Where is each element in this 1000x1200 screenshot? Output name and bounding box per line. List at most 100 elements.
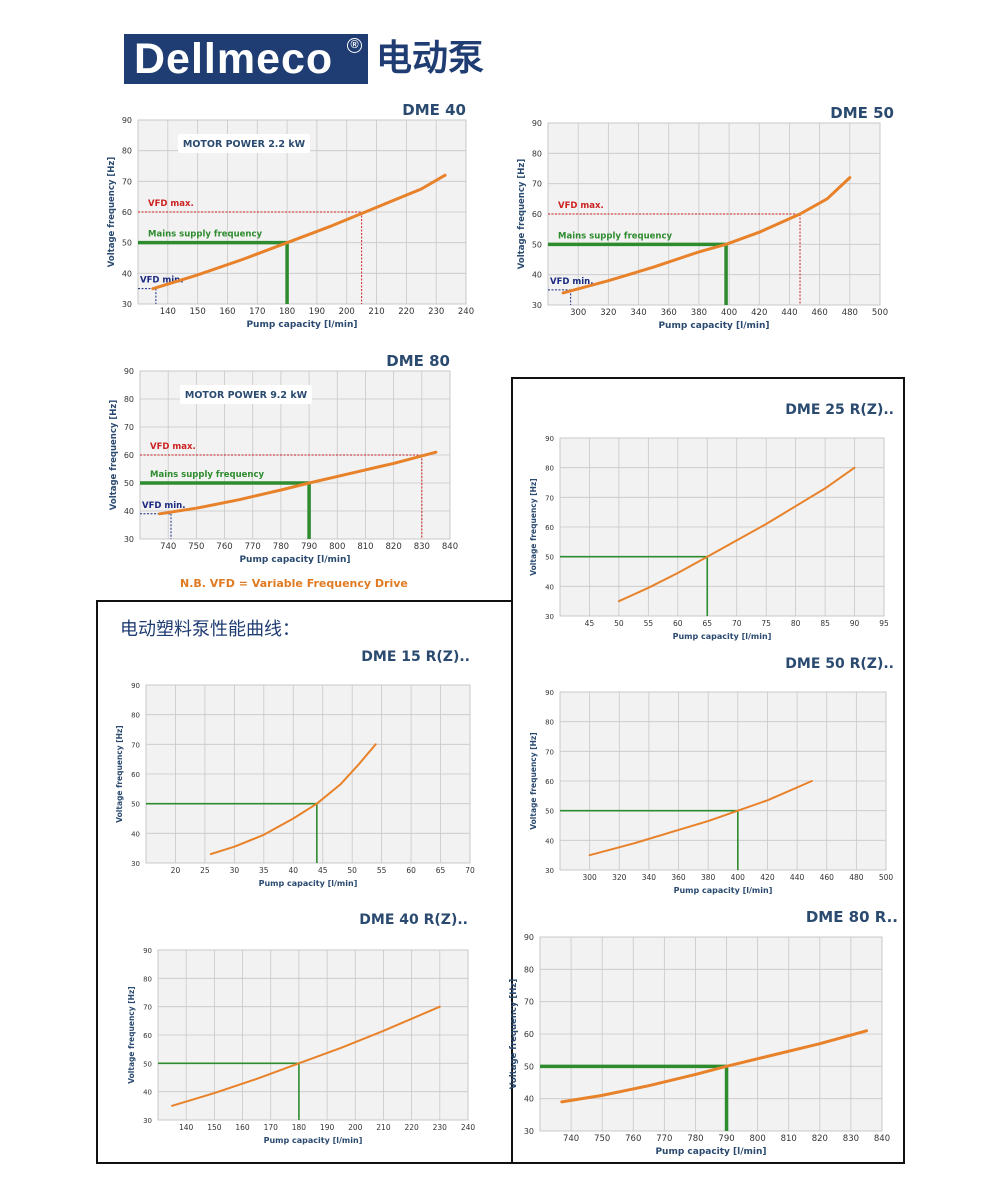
y-tick-label: 40 [532, 271, 542, 280]
y-axis-label: Voltage frequency [Hz] [115, 725, 124, 822]
vfd-note: N.B. VFD = Variable Frequency Drive [180, 577, 408, 590]
y-tick-label: 70 [124, 423, 134, 432]
y-tick-label: 40 [131, 830, 140, 838]
x-tick-label: 75 [761, 619, 771, 628]
x-tick-label: 440 [781, 308, 797, 318]
x-tick-label: 35 [259, 866, 269, 875]
y-tick-label: 90 [545, 435, 554, 443]
y-axis-label: Voltage frequency [Hz] [529, 478, 538, 575]
x-tick-label: 45 [318, 866, 328, 875]
vfd-max-label: VFD max. [148, 199, 194, 209]
y-axis-label: Voltage frequency [Hz] [109, 400, 119, 511]
y-tick-label: 40 [122, 269, 132, 278]
brand-name: Dellmeco [134, 35, 334, 83]
y-tick-label: 30 [143, 1117, 152, 1125]
y-tick-label: 60 [545, 778, 554, 786]
x-tick-label: 25 [200, 866, 210, 875]
x-tick-label: 740 [160, 542, 176, 552]
chart-title: DME 50 R(Z).. [785, 656, 894, 672]
y-tick-label: 50 [122, 239, 132, 248]
x-tick-label: 790 [718, 1134, 734, 1144]
y-tick-label: 90 [124, 367, 134, 376]
y-tick-label: 90 [131, 682, 140, 690]
x-tick-label: 50 [347, 866, 357, 875]
y-tick-label: 40 [545, 583, 554, 591]
x-tick-label: 780 [687, 1134, 703, 1144]
y-tick-label: 80 [122, 147, 132, 156]
chart-title: DME 15 R(Z).. [361, 649, 470, 665]
brand-logo: Dellmeco ® [124, 34, 368, 84]
x-tick-label: 420 [760, 873, 775, 882]
y-tick-label: 50 [545, 808, 554, 816]
x-axis-label: Pump capacity [l/min] [246, 320, 357, 330]
y-tick-label: 60 [131, 771, 140, 779]
y-tick-label: 80 [545, 465, 554, 473]
vfd-min-label: VFD min. [140, 276, 183, 286]
motor-power-box [180, 385, 312, 404]
y-tick-label: 70 [524, 998, 534, 1007]
x-axis-label: Pump capacity [l/min] [259, 879, 358, 888]
performance-curve [560, 1029, 868, 1104]
performance-curve [209, 743, 377, 856]
y-tick-label: 30 [131, 860, 140, 868]
y-tick-label: 60 [532, 210, 542, 219]
x-tick-label: 70 [732, 619, 742, 628]
x-tick-label: 180 [292, 1123, 307, 1132]
y-axis-label: Voltage frequency [Hz] [529, 732, 538, 829]
performance-curve [617, 466, 856, 603]
x-tick-label: 380 [701, 873, 716, 882]
y-tick-label: 80 [545, 719, 554, 727]
x-tick-label: 140 [179, 1123, 194, 1132]
motor-power-label: MOTOR POWER 2.2 kW [183, 139, 306, 150]
x-tick-label: 400 [731, 873, 746, 882]
x-tick-label: 220 [398, 307, 414, 317]
x-tick-label: 240 [461, 1123, 476, 1132]
x-tick-label: 65 [436, 866, 446, 875]
x-tick-label: 840 [874, 1134, 890, 1144]
x-tick-label: 210 [368, 307, 384, 317]
x-tick-label: 90 [850, 619, 860, 628]
mains-label: Mains supply frequency [148, 230, 263, 240]
x-tick-label: 340 [630, 308, 646, 318]
x-tick-label: 80 [791, 619, 801, 628]
y-tick-label: 40 [545, 837, 554, 845]
motor-power-label: MOTOR POWER 9.2 kW [185, 390, 308, 401]
x-axis-label: Pump capacity [l/min] [658, 321, 769, 331]
y-tick-label: 30 [122, 300, 132, 309]
mains-label: Mains supply frequency [558, 231, 673, 241]
x-tick-label: 800 [329, 542, 345, 552]
y-tick-label: 90 [545, 689, 554, 697]
y-tick-label: 30 [545, 867, 554, 875]
plastic-pumps-frame-left [96, 600, 513, 1164]
vfd-min-label: VFD min. [550, 277, 593, 287]
x-tick-label: 200 [348, 1123, 363, 1132]
x-tick-label: 170 [249, 307, 265, 317]
chart-title: DME 80 R.. [806, 908, 898, 926]
x-tick-label: 420 [751, 308, 767, 318]
x-tick-label: 210 [376, 1123, 391, 1132]
y-tick-label: 50 [524, 1062, 534, 1071]
y-tick-label: 50 [143, 1060, 152, 1068]
chart-title: DME 25 R(Z).. [785, 402, 894, 418]
y-axis-label: Voltage frequency [Hz] [509, 979, 519, 1090]
x-tick-label: 760 [625, 1134, 641, 1144]
y-tick-label: 80 [124, 395, 134, 404]
y-tick-label: 70 [545, 494, 554, 502]
x-axis-label: Pump capacity [l/min] [239, 555, 350, 565]
x-tick-label: 150 [207, 1123, 222, 1132]
y-tick-label: 30 [545, 613, 554, 621]
y-tick-label: 70 [532, 180, 542, 189]
x-tick-label: 790 [301, 542, 317, 552]
x-tick-label: 400 [721, 308, 737, 318]
y-tick-label: 90 [524, 933, 534, 942]
x-tick-label: 740 [563, 1134, 579, 1144]
chart-dme-50: 300 320 340 360 380 400 420 440 460 480 500 30 40 50 6… [517, 104, 894, 331]
y-tick-label: 70 [545, 748, 554, 756]
y-tick-label: 90 [122, 116, 132, 125]
x-tick-label: 170 [264, 1123, 279, 1132]
x-tick-label: 230 [433, 1123, 448, 1132]
x-tick-label: 810 [781, 1134, 797, 1144]
y-axis-label: Voltage frequency [Hz] [107, 157, 117, 268]
x-axis-label: Pump capacity [l/min] [673, 632, 772, 641]
y-tick-label: 30 [124, 535, 134, 544]
